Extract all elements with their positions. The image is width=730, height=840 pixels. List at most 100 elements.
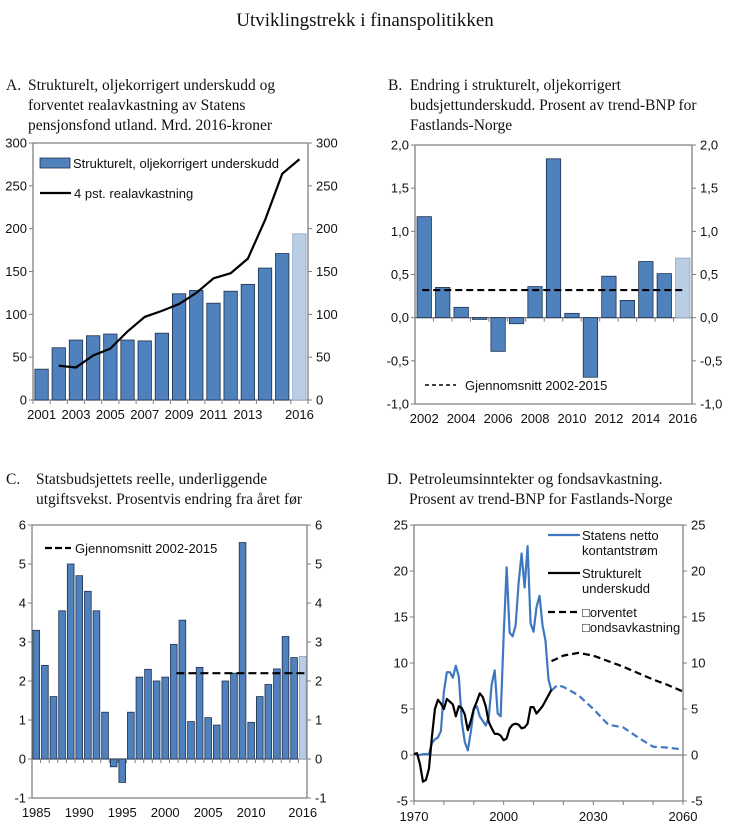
panel-a-xtick-label: 2005 <box>96 407 125 422</box>
panel-c-right-ytick-label: 0 <box>315 752 322 767</box>
panel-d-right-ytick-label: 0 <box>691 748 698 763</box>
panel-c-left-ytick-label: 5 <box>19 557 26 572</box>
panel-a-xtick-label: 2016 <box>285 407 314 422</box>
panel-a-bar <box>86 335 101 401</box>
panel-a-right-ytick-label: 150 <box>316 264 338 279</box>
panel-d-xtick-label: 2060 <box>669 809 698 824</box>
panel-b-xtick-label: 2006 <box>484 411 513 426</box>
panel-a-xtick-label: 2007 <box>130 407 159 422</box>
panel-c-xtick-label: 1995 <box>108 805 137 820</box>
panel-a-right-ytick-label: 300 <box>316 136 338 151</box>
panel-c-bar <box>213 724 221 760</box>
panel-a-xtick-label: 2011 <box>199 407 227 422</box>
panel-a-bar <box>154 332 170 401</box>
panel-c-bar <box>118 758 126 783</box>
panel-c-bar <box>109 758 118 768</box>
panel-c-xtick-label: 1990 <box>65 805 94 820</box>
panel-a-realavkastning-line <box>58 158 301 369</box>
panel-d-left-ytick-label: -5 <box>396 794 408 809</box>
panel-c-left-ytick-label: 1 <box>19 713 26 728</box>
panel-c-right-ytick-label: 6 <box>315 518 322 533</box>
panel-d-right-ytick-label: 10 <box>691 656 705 671</box>
panel-c-bar <box>49 696 58 760</box>
panel-d-left-ytick-label: 15 <box>394 610 408 625</box>
panel-a-xtick-label: 2003 <box>62 407 91 422</box>
panel-c-left-ytick-label: -1 <box>14 791 26 806</box>
panel-b-left-ytick-label: -1,0 <box>387 397 409 412</box>
panel-b-bar <box>545 158 562 319</box>
panel-a-bar <box>292 233 307 401</box>
panel-c-left-ytick-label: 0 <box>19 752 26 767</box>
panel-d-title-line-2: Prosent av trend-BNP for Fastlands-Norge <box>409 491 673 508</box>
panel-b-left-ytick-label: 0,0 <box>391 310 409 325</box>
panel-a-left-ytick-label: 50 <box>13 350 27 365</box>
panel-a-title: A. Strukturelt, oljekorrigert underskudd… <box>6 76 346 140</box>
panel-c-bar <box>101 711 109 760</box>
panel-c-bar <box>135 676 144 760</box>
panel-a-right-ytick-label: 50 <box>316 350 330 365</box>
panel-c-right-ytick-label: 3 <box>315 635 322 650</box>
panel-a-xtick-label: 2001 <box>27 407 56 422</box>
panel-c-bar <box>161 676 169 760</box>
panel-c-left-ytick-label: 3 <box>19 635 26 650</box>
panel-a-left-ytick-label: 100 <box>5 307 27 322</box>
panel-c-letter: C. <box>6 471 21 488</box>
panel-d-right-ytick-label: -5 <box>691 794 703 809</box>
panel-d-left-ytick-label: 10 <box>394 656 408 671</box>
panel-a-left-ytick-label: 150 <box>5 264 27 279</box>
panel-a-bar <box>275 253 290 401</box>
panel-b-title-line-3: Fastlands-Norge <box>410 117 513 134</box>
page-title: Utviklingstrekk i finanspolitikken <box>236 10 494 31</box>
panel-c-right-ytick-label: 2 <box>315 674 322 689</box>
panel-c-bar <box>195 666 204 760</box>
panel-d-legend-label: Statens netto <box>582 528 659 543</box>
panel-a-bar <box>223 290 238 401</box>
panel-c-bar <box>152 680 161 760</box>
panel-c-bar <box>84 590 92 760</box>
panel-b-left-ytick-label: 2,0 <box>391 138 409 153</box>
panel-b-bar <box>601 275 617 319</box>
panel-d-right-ytick-label: 5 <box>691 702 698 717</box>
panel-c-right-ytick-label: 5 <box>315 557 322 572</box>
panel-c-bar <box>41 665 49 760</box>
panel-c-bar <box>247 721 255 760</box>
panel-c-left-ytick-label: 2 <box>19 674 26 689</box>
panel-a-title-line-1: Strukturelt, oljekorrigert underskudd og <box>28 77 276 94</box>
panel-b-right-ytick-label: 1,5 <box>700 181 718 196</box>
panel-c-bar <box>238 542 247 760</box>
panel-d-kontantstrom-line <box>416 545 553 757</box>
panel-c-bar <box>75 575 84 760</box>
panel-b-xtick-label: 2002 <box>410 411 439 426</box>
panel-c-bar <box>264 684 273 760</box>
panel-c-bar <box>32 629 41 760</box>
panel-a-right-ytick-label: 200 <box>316 221 338 236</box>
panel-c-xtick-label: 2016 <box>288 805 317 820</box>
panel-a-title-line-2: forventet realavkastning av Statens <box>28 97 246 114</box>
panel-b-legend-label: Gjennomsnitt 2002-2015 <box>465 378 607 393</box>
panel-b-left-ytick-label: 1,0 <box>391 224 409 239</box>
panel-b-xtick-label: 2012 <box>594 411 623 426</box>
panel-b-xtick-label: 2016 <box>668 411 697 426</box>
panel-b-title-line-1: Endring i strukturelt, oljekorrigert <box>410 77 621 94</box>
panel-c-title-line-2: utgiftsvekst. Prosentvis endring fra åre… <box>36 491 303 508</box>
panel-a-bar <box>240 283 255 401</box>
panel-d-kontantstrom-projection-line <box>550 683 684 751</box>
panel-b-bar <box>435 287 451 319</box>
panel-c-left-ytick-label: 6 <box>19 518 26 533</box>
panel-b-left-ytick-label: -0,5 <box>387 353 409 368</box>
panel-c-right-ytick-label: 1 <box>315 713 322 728</box>
panel-c-bar <box>92 610 101 760</box>
panel-c-legend-label: Gjennomsnitt 2002-2015 <box>75 541 217 556</box>
panel-c-bar <box>178 619 187 760</box>
panel-b-bar <box>564 312 580 319</box>
panel-a-title-line-3: pensjonsfond utland. Mrd. 2016-kroner <box>28 117 273 134</box>
panel-d-left-ytick-label: 5 <box>401 702 408 717</box>
panel-c-xtick-label: 2005 <box>194 805 223 820</box>
panel-c-bar <box>255 696 264 760</box>
panel-a-legend-label: 4 pst. realavkastning <box>74 186 193 201</box>
panel-c-bar <box>298 656 307 760</box>
panel-a-letter: A. <box>6 77 22 94</box>
panel-a-bar <box>34 368 49 401</box>
panel-b-xtick-label: 2014 <box>631 411 660 426</box>
